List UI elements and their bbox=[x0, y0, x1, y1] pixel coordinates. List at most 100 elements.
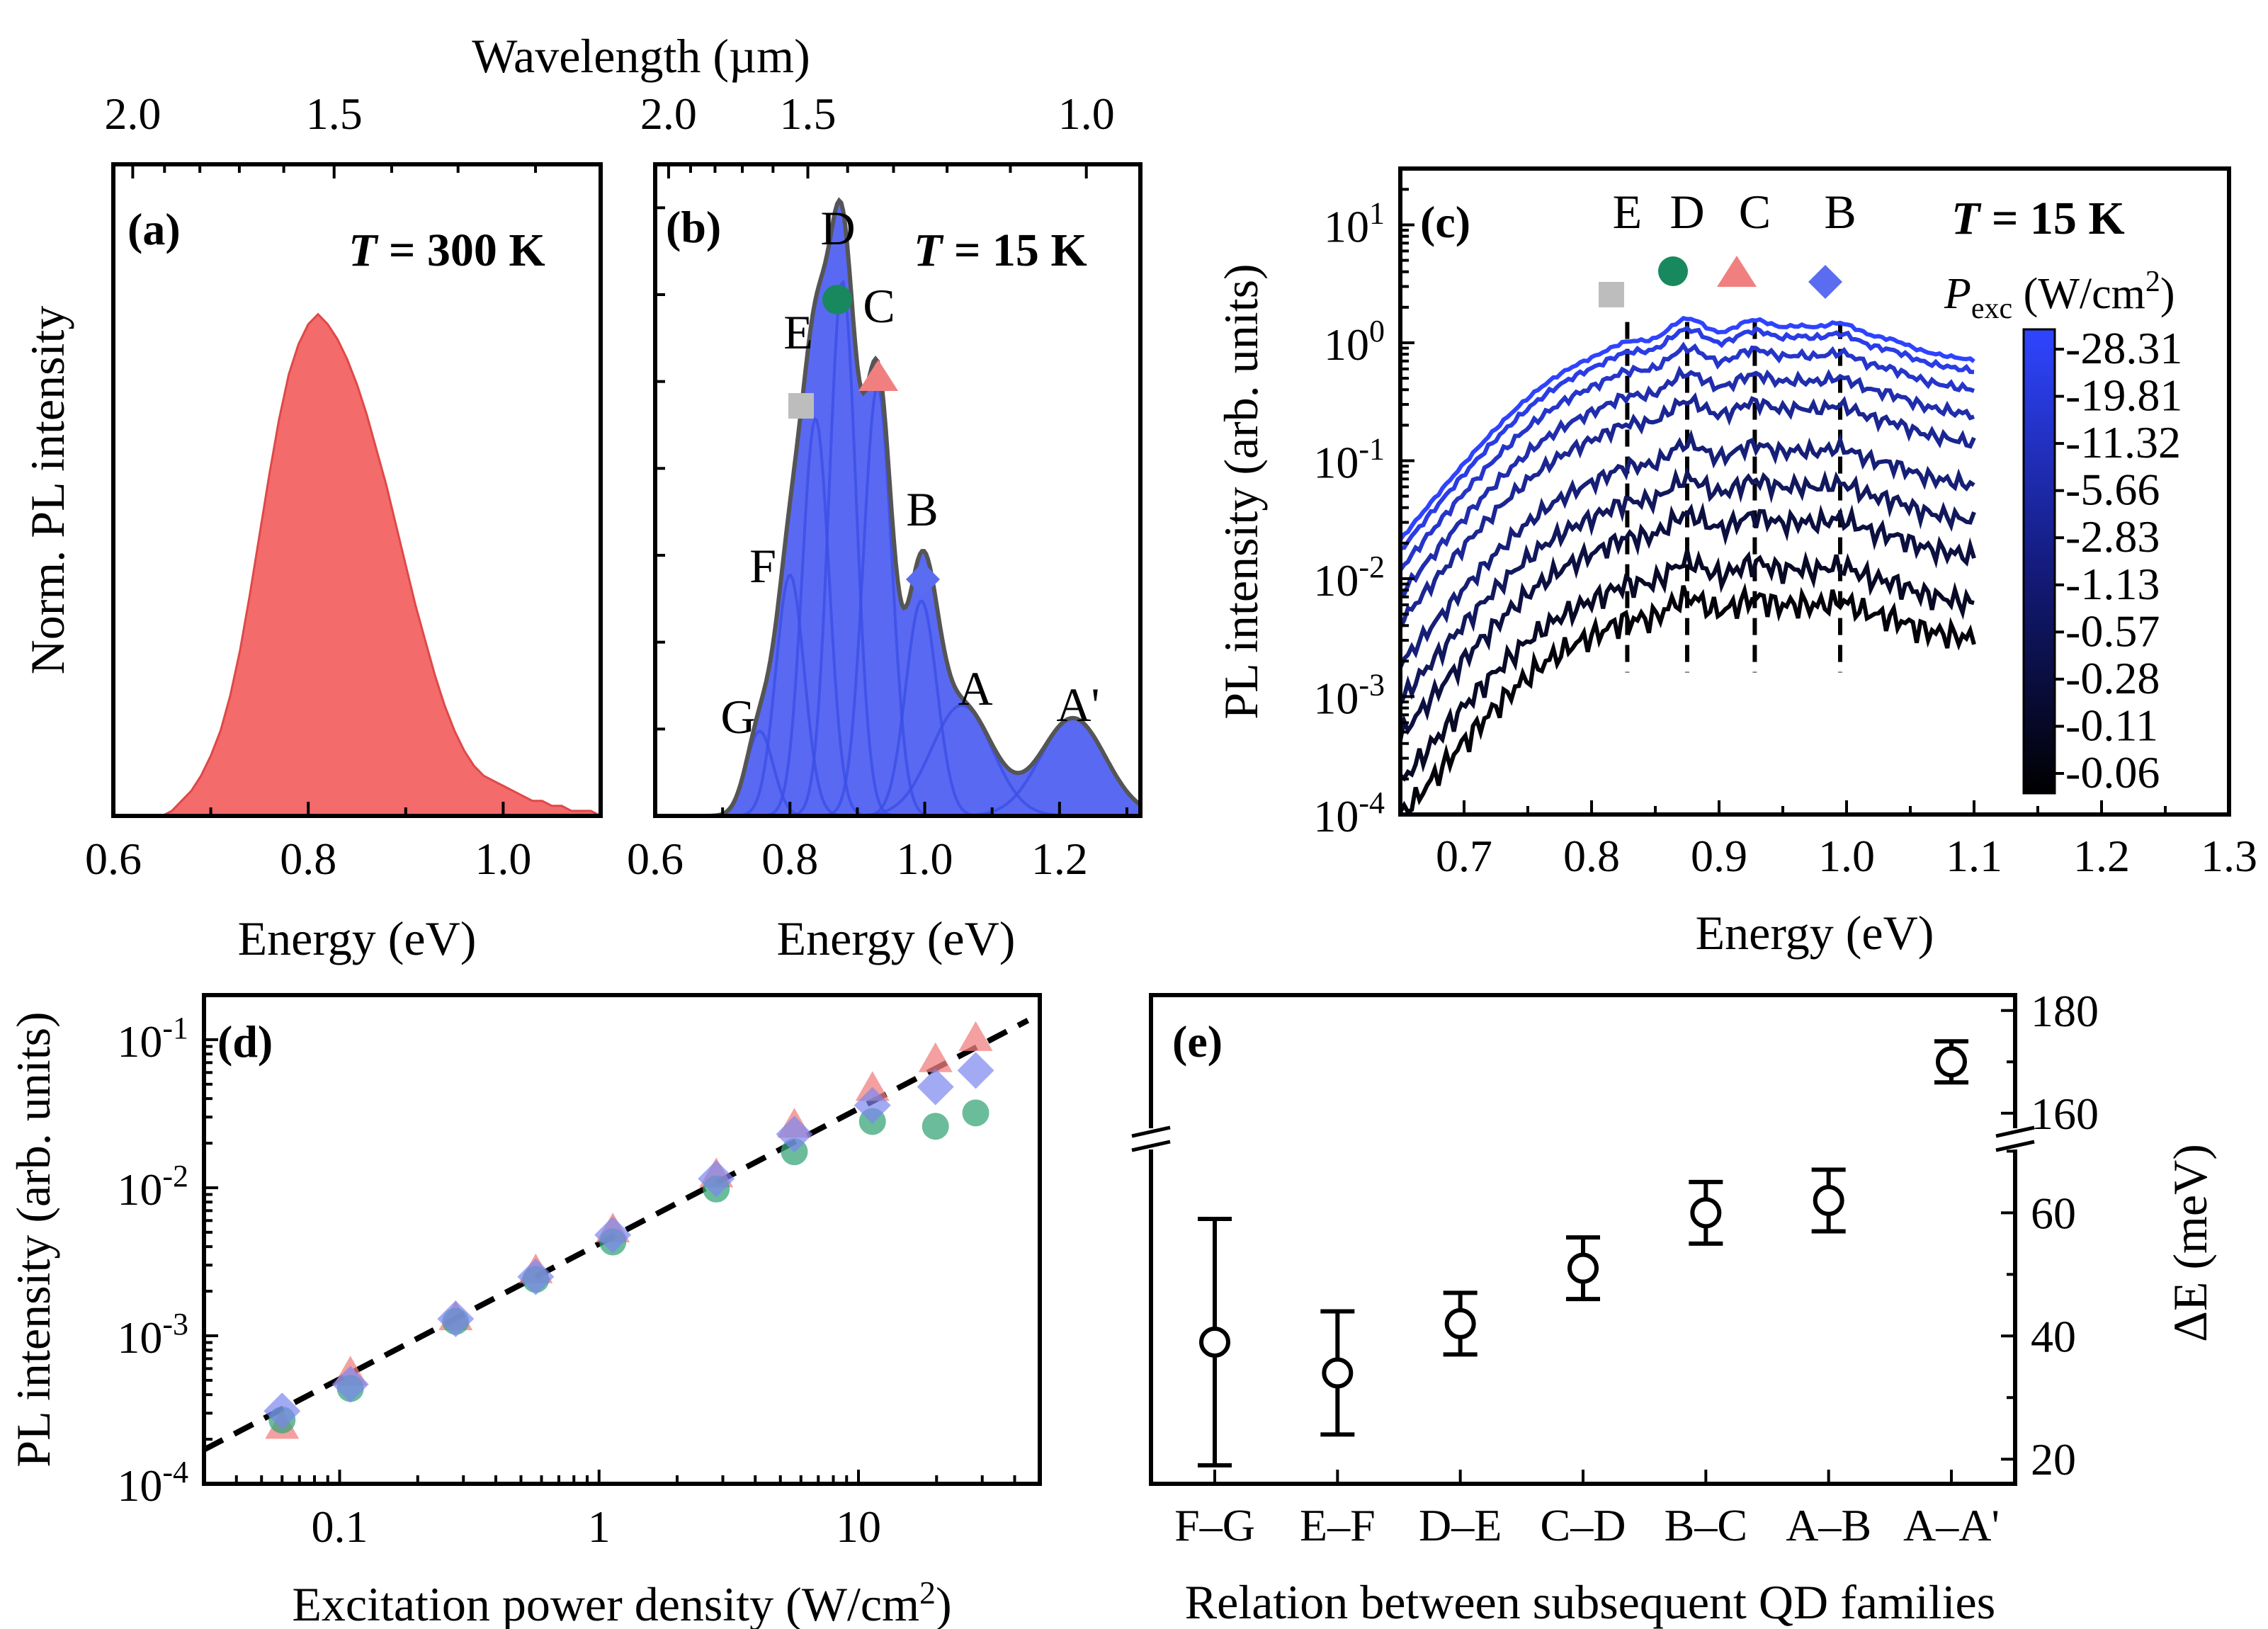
y-tick-label: 10-2 bbox=[117, 1159, 188, 1215]
x-tick-label: E–F bbox=[1300, 1500, 1376, 1550]
y-tick-label: 10-2 bbox=[1313, 550, 1385, 606]
panel-c-label: (c) bbox=[1420, 197, 1470, 247]
x-tick-label: 1.2 bbox=[2073, 831, 2130, 881]
data-point-B bbox=[776, 1116, 813, 1153]
data-point-C bbox=[918, 1042, 953, 1072]
marker-square-e bbox=[788, 393, 814, 419]
x-tick-label: C–D bbox=[1541, 1500, 1626, 1550]
spectrum-power-0.06 bbox=[1398, 582, 1976, 815]
x-tick-label: 0.8 bbox=[761, 834, 818, 884]
colorbar-title: Pexc (W/cm2) bbox=[1944, 266, 2175, 325]
data-point-B bbox=[854, 1086, 891, 1124]
panel-d-plot bbox=[203, 1018, 1030, 1453]
data-point-C bbox=[958, 1021, 993, 1051]
data-point-B bbox=[517, 1258, 555, 1295]
peak-label-b: B bbox=[906, 482, 938, 536]
colorbar-tick-label: -0.11 bbox=[2065, 700, 2158, 750]
panel-c-temperature: T = 15 K bbox=[1951, 193, 2125, 244]
peak-label-c: C bbox=[863, 279, 895, 333]
panel-a-x-ticks: 0.6 0.8 1.0 bbox=[85, 802, 602, 884]
panel-a-top-ticks: 2.0 1.5 bbox=[104, 89, 538, 178]
panel-a: 0.6 0.8 1.0 2.0 1.5 (a) T = 300 K Energy (e… bbox=[21, 89, 603, 965]
data-point-deltaE bbox=[1199, 1326, 1230, 1358]
y-tick-label: 20 bbox=[2031, 1434, 2076, 1485]
data-point-deltaE bbox=[1444, 1307, 1476, 1339]
y-tick-label: 40 bbox=[2031, 1311, 2076, 1361]
panel-b-temperature: T = 15 K bbox=[914, 225, 1087, 276]
panel-b-x-label: Energy (eV) bbox=[777, 912, 1016, 965]
panel-d: 0.1 1 10 10-1 10-2 10-3 10-4 (d) Excitation p… bbox=[6, 993, 1042, 1629]
colorbar-tick-label: -5.66 bbox=[2065, 465, 2160, 515]
panel-c-y-ticks: 101 100 10-1 10-2 10-3 10-4 bbox=[1313, 188, 1414, 841]
panel-e-plot bbox=[1198, 1039, 1968, 1468]
data-point-B bbox=[594, 1216, 632, 1254]
spectrum-power-0.28 bbox=[1398, 502, 1976, 741]
x-tick-label: F–G bbox=[1174, 1500, 1255, 1550]
pl-spectrum-300k bbox=[161, 312, 601, 817]
panel-d-y-label: PL intensity (arb. units) bbox=[6, 1011, 60, 1467]
wavelength-axis-title: Wavelength (µm) bbox=[472, 29, 810, 83]
x-tick-label: 0.7 bbox=[1436, 831, 1492, 881]
x-tick-label: 1.3 bbox=[2201, 831, 2257, 881]
data-point-D bbox=[922, 1113, 949, 1140]
panel-c-x-ticks: 0.7 0.8 0.9 1.0 1.1 1.2 1.3 bbox=[1436, 800, 2257, 881]
spectrum-power-28.31 bbox=[1398, 316, 1975, 541]
panel-e-label: (e) bbox=[1172, 1016, 1223, 1067]
panel-b-label: (b) bbox=[666, 202, 721, 252]
x-tick-label: 1.1 bbox=[1946, 831, 2002, 881]
family-label-D: D bbox=[1669, 185, 1704, 239]
marker-circle-d-c bbox=[1658, 256, 1688, 286]
y-tick-label: 10-3 bbox=[117, 1307, 188, 1363]
panel-a-label: (a) bbox=[127, 204, 181, 254]
y-tick-label: 160 bbox=[2031, 1089, 2099, 1139]
x-tick-label: A–A' bbox=[1903, 1500, 2000, 1550]
marker-triangle-c bbox=[858, 360, 898, 391]
data-point-B bbox=[698, 1160, 735, 1198]
marker-square-e-c bbox=[1599, 282, 1624, 307]
marker-diamond-b bbox=[906, 562, 940, 596]
data-point-B bbox=[331, 1366, 369, 1403]
x-tick-label: 1 bbox=[588, 1502, 611, 1552]
marker-triangle-c-c bbox=[1717, 256, 1757, 287]
x-tick-label: 0.8 bbox=[280, 834, 336, 884]
x-tick-label: 1.0 bbox=[475, 834, 531, 884]
panel-b-frame bbox=[653, 162, 1142, 818]
colorbar-tick-label: -19.81 bbox=[2065, 370, 2182, 421]
x-tick-label: 1.0 bbox=[897, 834, 953, 884]
spectrum-power-5.66 bbox=[1399, 365, 1975, 598]
data-point-deltaE bbox=[1322, 1357, 1354, 1389]
panel-b-top-ticks: 2.0 1.5 1.0 bbox=[640, 89, 1115, 178]
y-tick-label: 10-1 bbox=[117, 1011, 188, 1067]
top-tick-label: 1.0 bbox=[1058, 89, 1115, 139]
peak-label-g: G bbox=[720, 690, 755, 744]
data-point-B bbox=[437, 1300, 475, 1338]
top-tick-label: 2.0 bbox=[640, 89, 697, 139]
marker-diamond-b-c bbox=[1808, 265, 1842, 299]
fit-envelope bbox=[655, 197, 1142, 818]
colorbar-tick-label: -0.57 bbox=[2065, 606, 2160, 656]
data-point-deltaE bbox=[1936, 1046, 1967, 1078]
colorbar-labels: -28.31-19.81-11.32-5.66-2.83-1.13-0.57-0… bbox=[2055, 323, 2182, 798]
y-tick-label: 180 bbox=[2031, 986, 2099, 1036]
panel-a-plot bbox=[161, 312, 601, 817]
panel-e-x-ticks: F–G E–F D–E C–D B–C A–B A–A' bbox=[1174, 1470, 2000, 1550]
y-tick-label: 10-3 bbox=[1313, 667, 1385, 723]
top-tick-label: 1.5 bbox=[306, 89, 363, 139]
peak-label-a-prime: A' bbox=[1056, 678, 1099, 732]
spectrum-power-0.11 bbox=[1399, 550, 1975, 782]
colorbar-tick-label: -2.83 bbox=[2065, 511, 2160, 562]
data-point-B bbox=[263, 1392, 301, 1430]
spectrum-power-0.57 bbox=[1398, 467, 1976, 705]
x-tick-label: B–C bbox=[1665, 1500, 1747, 1550]
peak-label-e: E bbox=[783, 305, 813, 359]
data-point-deltaE bbox=[1567, 1252, 1599, 1284]
x-tick-label: 1.0 bbox=[1818, 831, 1875, 881]
x-tick-label: 0.1 bbox=[312, 1502, 368, 1552]
data-point-deltaE bbox=[1813, 1184, 1844, 1216]
panel-a-temperature: T = 300 K bbox=[348, 225, 545, 276]
top-tick-label: 1.5 bbox=[780, 89, 837, 139]
y-tick-label: 10-1 bbox=[1313, 431, 1385, 487]
peak-label-d: D bbox=[820, 201, 855, 255]
